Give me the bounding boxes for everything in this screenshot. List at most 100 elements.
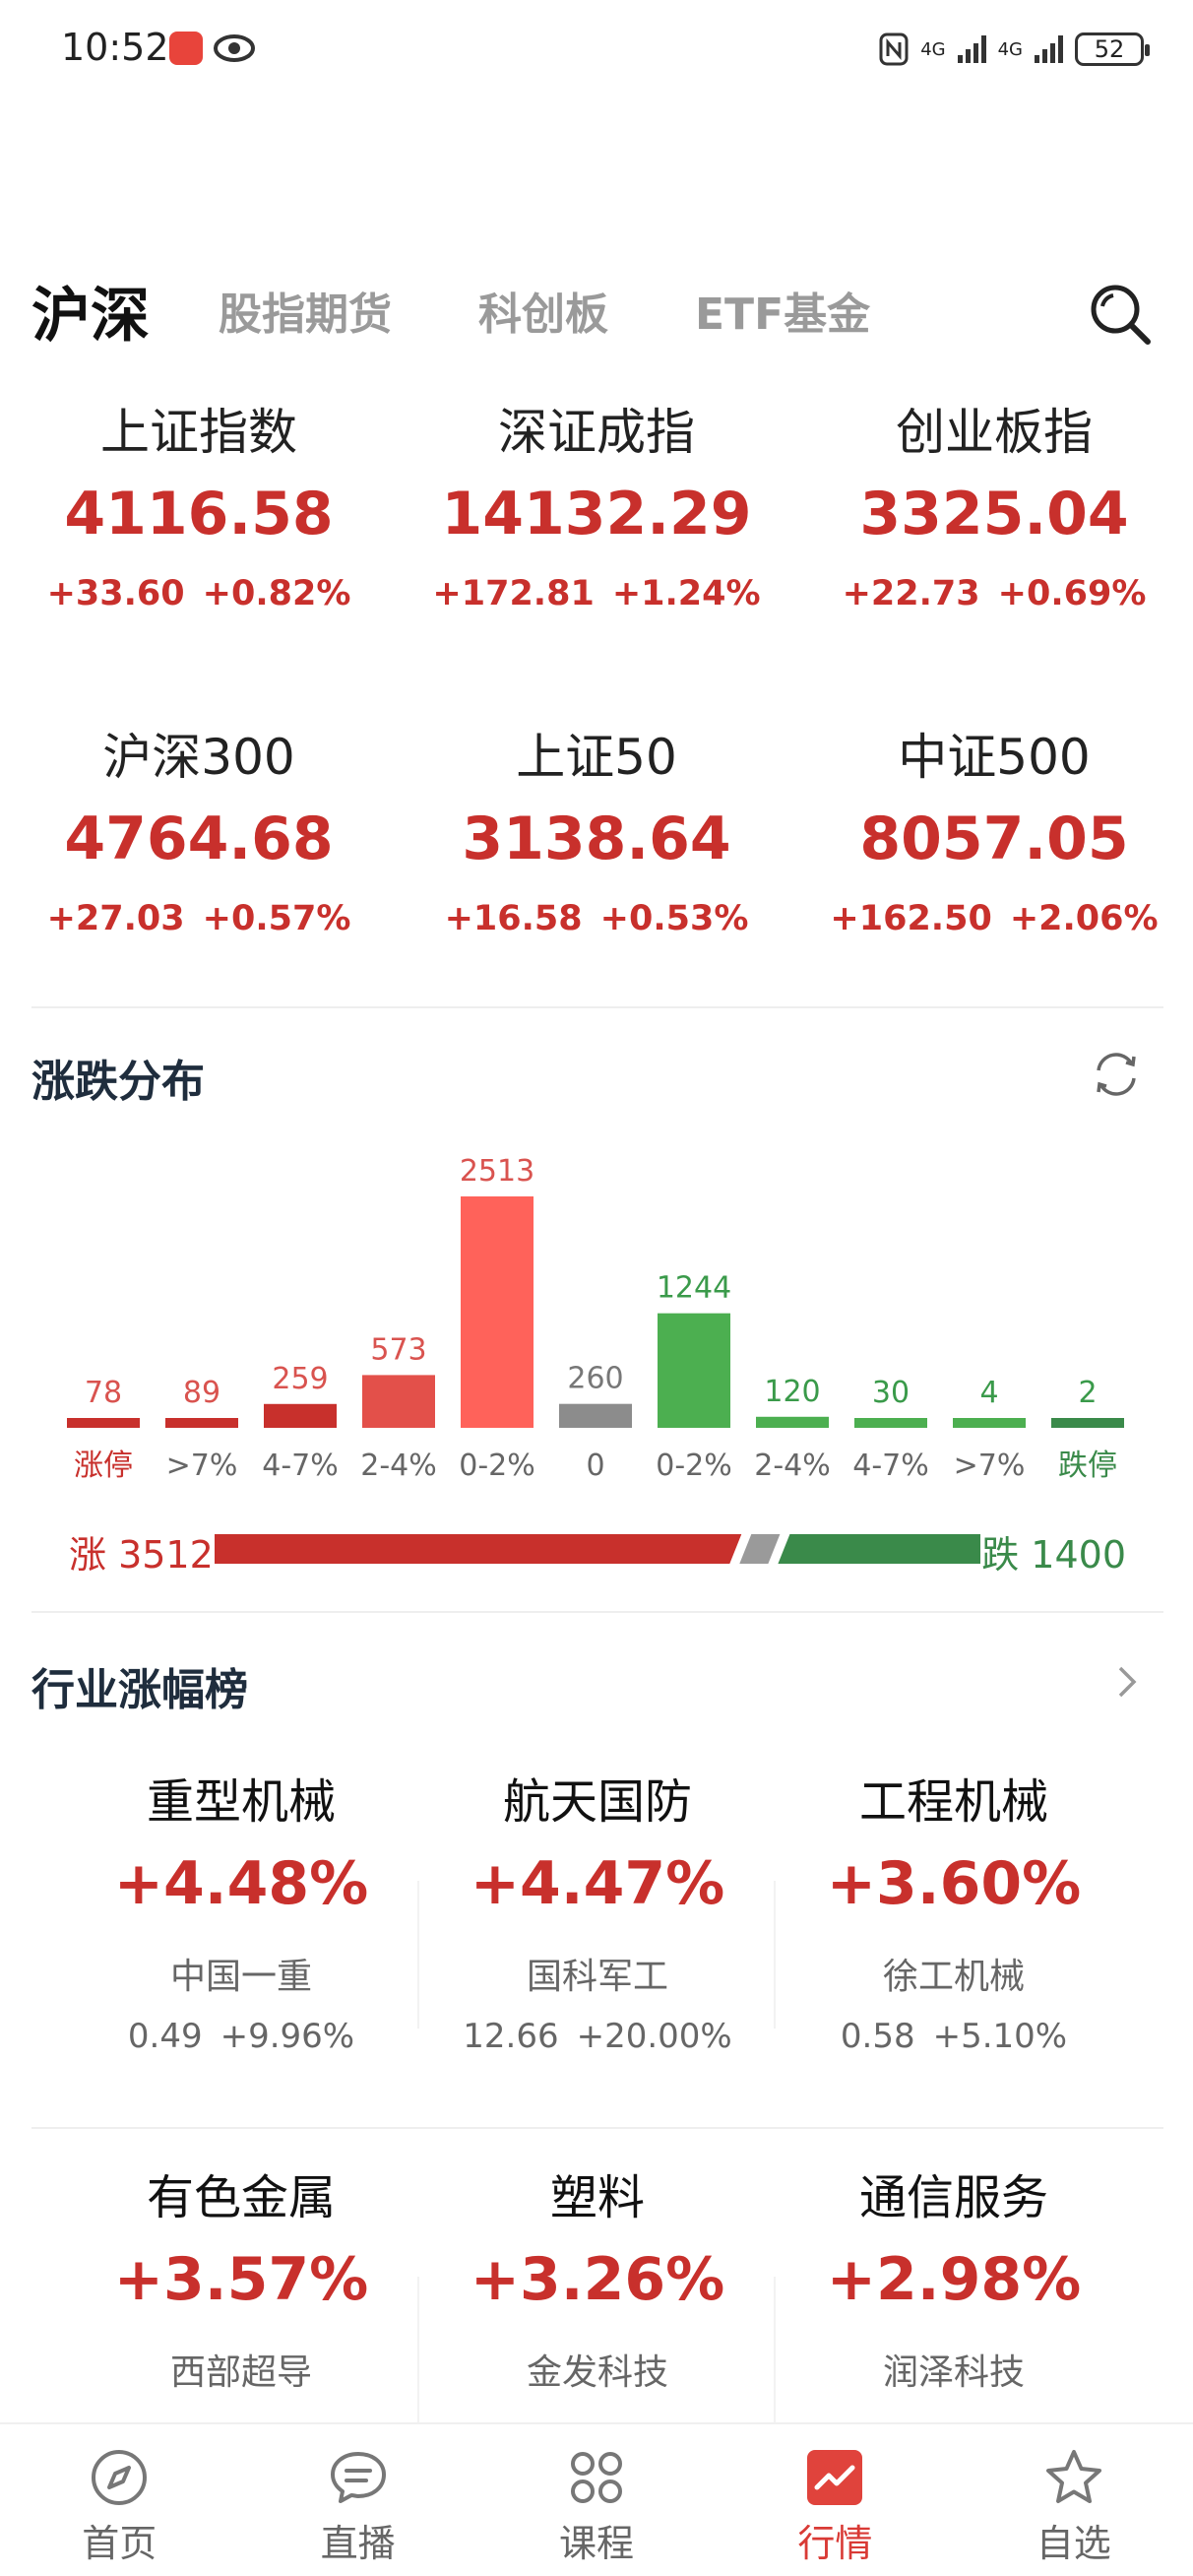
distribution-bar: [264, 1403, 337, 1428]
index-card[interactable]: 沪深300 4764.68 +27.03 +0.57%: [0, 704, 398, 1029]
index-change-amount: +27.03: [46, 899, 185, 938]
index-card[interactable]: 上证50 3138.64 +16.58 +0.53%: [398, 704, 795, 1029]
bar-category-label: 4-7%: [262, 1449, 339, 1483]
search-icon[interactable]: [1087, 281, 1154, 348]
industry-change-pct: +3.60%: [826, 1849, 1082, 1918]
section-divider: [31, 1611, 1163, 1613]
bar-value-label: 89: [183, 1376, 220, 1410]
index-change: +162.50 +2.06%: [795, 899, 1193, 938]
column-divider: [774, 1881, 776, 2029]
index-change: +27.03 +0.57%: [0, 899, 398, 938]
index-change-amount: +16.58: [444, 899, 583, 938]
tab-star-market[interactable]: 科创板: [478, 290, 608, 340]
industry-title: 行业涨幅榜: [31, 1665, 248, 1715]
bar-value-label: 2513: [460, 1154, 534, 1189]
battery-level: 52: [1094, 35, 1125, 63]
bar-value-label: 259: [272, 1362, 328, 1396]
distribution-bar: [854, 1418, 927, 1428]
industry-card[interactable]: 塑料 +3.26% 金发科技: [417, 2158, 776, 2552]
bar-value-label: 4: [979, 1376, 998, 1410]
bar-category-label: 0-2%: [459, 1449, 535, 1483]
index-change-amount: +162.50: [830, 899, 992, 938]
bar-category-label: 2-4%: [360, 1449, 437, 1483]
industry-change-pct: +3.57%: [113, 2245, 369, 2314]
leading-stock-pct: +20.00%: [576, 2017, 732, 2056]
status-bar: 10:52 4G 4G 52: [0, 0, 1193, 98]
section-divider: [31, 1006, 1163, 1008]
nav-home[interactable]: 首页: [0, 2424, 238, 2576]
distribution-chart: 78 涨停 89 >7% 259 4-7% 573 2-4% 2513 0-2% 260 0 1244 0…: [67, 1154, 1124, 1483]
refresh-icon[interactable]: [1091, 1049, 1142, 1100]
industry-change-pct: +3.26%: [470, 2245, 725, 2314]
app-notification-icon: [169, 32, 203, 65]
index-card[interactable]: 上证指数 4116.58 +33.60 +0.82%: [0, 379, 398, 704]
index-change-pct: +0.82%: [202, 574, 351, 613]
distribution-bar: [461, 1196, 534, 1428]
index-name: 上证50: [516, 729, 677, 786]
nav-market[interactable]: 行情: [716, 2424, 954, 2576]
index-card[interactable]: 创业板指 3325.04 +22.73 +0.69%: [795, 379, 1193, 704]
bar-value-label: 573: [370, 1332, 426, 1367]
signal-strength-icon: [1035, 35, 1063, 63]
leading-stock-quote: 0.58 +5.10%: [776, 2017, 1132, 2056]
distribution-bar: [756, 1416, 829, 1428]
industry-grid: 重型机械 +4.48% 中国一重 0.49 +9.96% 航天国防 +4.47% …: [0, 1763, 1193, 2552]
industry-name: 通信服务: [858, 2170, 1048, 2225]
leading-stock-name: 润泽科技: [882, 2352, 1025, 2393]
index-value: 14132.29: [441, 480, 752, 548]
index-change: +33.60 +0.82%: [0, 574, 398, 613]
bar-value-label: 1244: [657, 1271, 731, 1306]
index-change-pct: +0.53%: [599, 899, 749, 938]
leading-stock-price: 0.49: [127, 2017, 203, 2056]
nav-live[interactable]: 直播: [238, 2424, 476, 2576]
leading-stock-name: 西部超导: [169, 2352, 312, 2393]
distribution-summary: 涨 3512 跌 1400: [0, 1516, 1193, 1579]
bar-category-label: 涨停: [74, 1449, 133, 1483]
row-divider: [31, 2127, 1163, 2129]
index-change-amount: +33.60: [46, 574, 185, 613]
bar-value-label: 260: [567, 1362, 623, 1396]
industry-card[interactable]: 航天国防 +4.47% 国科军工 12.66 +20.00%: [417, 1763, 776, 2157]
distribution-bar: [953, 1418, 1026, 1428]
industry-card[interactable]: 通信服务 +2.98% 润泽科技: [774, 2158, 1132, 2552]
up-count-label: 涨 3512: [69, 1533, 214, 1577]
tab-hushen[interactable]: 沪深: [31, 281, 150, 351]
leading-stock-quote: 0.49 +9.96%: [63, 2017, 419, 2056]
bar-category-label: 0-2%: [656, 1449, 732, 1483]
index-change-pct: +0.69%: [997, 574, 1147, 613]
nav-watchlist[interactable]: 自选: [955, 2424, 1193, 2576]
status-time: 10:52: [61, 26, 169, 69]
nav-courses[interactable]: 课程: [477, 2424, 716, 2576]
index-name: 上证指数: [100, 404, 297, 461]
index-name: 深证成指: [498, 404, 695, 461]
industry-card[interactable]: 工程机械 +3.60% 徐工机械 0.58 +5.10%: [774, 1763, 1132, 2157]
network-type-2: 4G: [997, 38, 1023, 60]
industry-card[interactable]: 有色金属 +3.57% 西部超导: [63, 2158, 419, 2552]
tab-index-futures[interactable]: 股指期货: [219, 290, 392, 340]
index-value: 4764.68: [64, 805, 334, 873]
signal-strength-icon: [957, 35, 986, 63]
chat-bubble-icon: [330, 2452, 386, 2503]
nfc-icon: [879, 32, 909, 66]
chart-line-icon: [807, 2450, 863, 2505]
bar-category-label: 跌停: [1058, 1449, 1117, 1483]
tab-etf-funds[interactable]: ETF基金: [695, 290, 871, 340]
leading-stock-name: 国科军工: [526, 1957, 668, 1997]
bar-category-label: >7%: [166, 1449, 238, 1483]
leading-stock-price: 0.58: [840, 2017, 915, 2056]
index-card[interactable]: 深证成指 14132.29 +172.81 +1.24%: [398, 379, 795, 704]
nav-label: 课程: [558, 2522, 634, 2565]
industry-card[interactable]: 重型机械 +4.48% 中国一重 0.49 +9.96%: [63, 1763, 419, 2157]
index-value: 3138.64: [462, 805, 731, 873]
bar-category-label: 2-4%: [754, 1449, 831, 1483]
index-change-amount: +22.73: [842, 574, 980, 613]
status-right: 4G 4G 52: [879, 28, 1150, 71]
industry-change-pct: +4.47%: [470, 1849, 725, 1918]
up-ratio-segment: [215, 1534, 742, 1564]
distribution-bar: [1051, 1418, 1124, 1428]
index-change-pct: +2.06%: [1009, 899, 1159, 938]
index-card[interactable]: 中证500 8057.05 +162.50 +2.06%: [795, 704, 1193, 1029]
chevron-right-icon[interactable]: [1112, 1660, 1142, 1704]
index-change-pct: +1.24%: [611, 574, 761, 613]
leading-stock-price: 12.66: [463, 2017, 559, 2056]
